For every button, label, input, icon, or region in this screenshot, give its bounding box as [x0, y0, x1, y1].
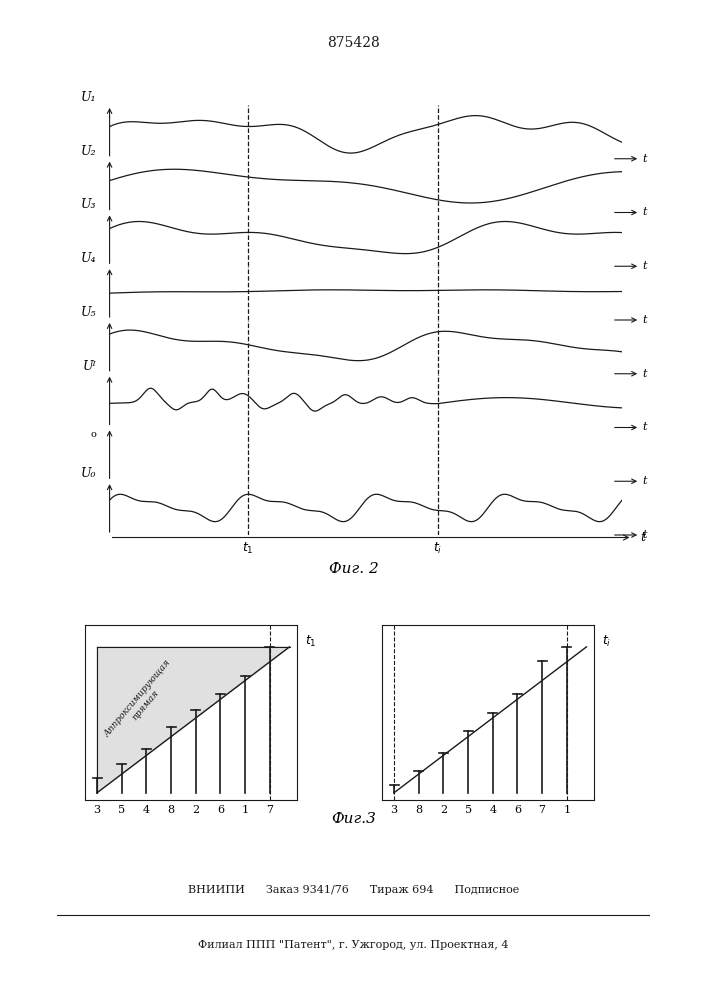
Text: t: t — [643, 369, 647, 379]
Polygon shape — [97, 647, 290, 793]
Text: $t_1$: $t_1$ — [305, 634, 317, 649]
Text: U₂: U₂ — [81, 145, 97, 158]
Text: U₅: U₅ — [81, 306, 97, 319]
Text: ВНИИПИ      Заказ 9341/76      Тираж 694      Подписное: ВНИИПИ Заказ 9341/76 Тираж 694 Подписное — [188, 885, 519, 895]
Text: Фиг. 2: Фиг. 2 — [329, 562, 378, 576]
Text: Филиал ППП "Патент", г. Ужгород, ул. Проектная, 4: Филиал ППП "Патент", г. Ужгород, ул. Про… — [198, 940, 509, 950]
Text: 875428: 875428 — [327, 36, 380, 50]
Text: t: t — [643, 530, 647, 540]
Text: Фиг.3: Фиг.3 — [331, 812, 376, 826]
Text: t: t — [640, 531, 645, 544]
Text: o: o — [91, 430, 97, 439]
Text: t: t — [643, 261, 647, 271]
Text: Uᴵ: Uᴵ — [83, 360, 97, 373]
Text: $t_1$: $t_1$ — [243, 541, 254, 556]
Text: Аппроксимирующая
прямая: Аппроксимирующая прямая — [103, 658, 180, 746]
Text: t: t — [643, 154, 647, 164]
Text: t: t — [643, 476, 647, 486]
Text: t: t — [643, 422, 647, 432]
Text: t: t — [643, 207, 647, 217]
Text: U₁: U₁ — [81, 91, 97, 104]
Text: U₄: U₄ — [81, 252, 97, 265]
Text: U₃: U₃ — [81, 198, 97, 211]
Text: t: t — [643, 315, 647, 325]
Text: $t_i$: $t_i$ — [602, 634, 612, 649]
Text: U₀: U₀ — [81, 467, 97, 480]
Text: $t_i$: $t_i$ — [433, 541, 443, 556]
